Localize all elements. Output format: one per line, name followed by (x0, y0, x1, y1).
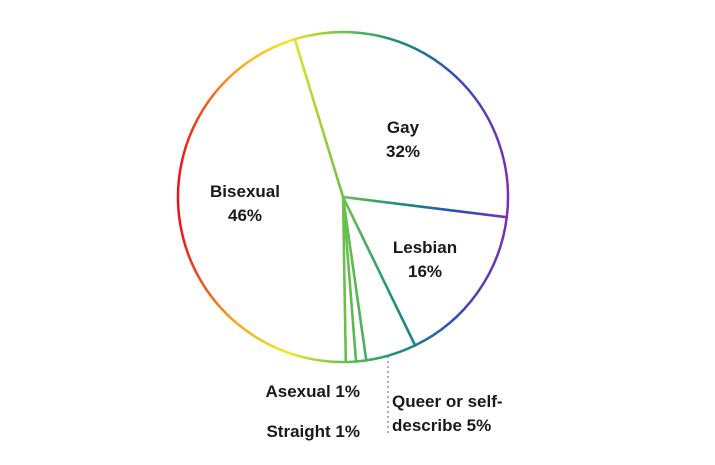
value-label: 5% (466, 416, 492, 435)
value-label: 32% (385, 142, 421, 161)
slice (293, 30, 510, 219)
slice (341, 195, 508, 347)
slice-label: Bisexual 46% (200, 180, 290, 228)
slice (176, 37, 348, 364)
category-label: Lesbian (392, 238, 458, 257)
slice-label: Queer or self-describe 5% (392, 390, 552, 438)
category-label: Bisexual (210, 182, 280, 201)
slice-label: Straight 1% (220, 420, 360, 444)
value-label: 46% (227, 206, 263, 225)
category-label: Gay (386, 118, 420, 137)
value-label: 1% (335, 422, 360, 441)
category-label: Queer or self-describe (392, 392, 503, 435)
slice-label: Gay 32% (368, 116, 438, 164)
category-label: Asexual (265, 382, 331, 401)
slice-label: Lesbian 16% (380, 236, 470, 284)
value-label: 1% (335, 382, 360, 401)
value-label: 16% (407, 262, 443, 281)
category-label: Straight (266, 422, 331, 441)
slice-label: Asexual 1% (220, 380, 360, 404)
